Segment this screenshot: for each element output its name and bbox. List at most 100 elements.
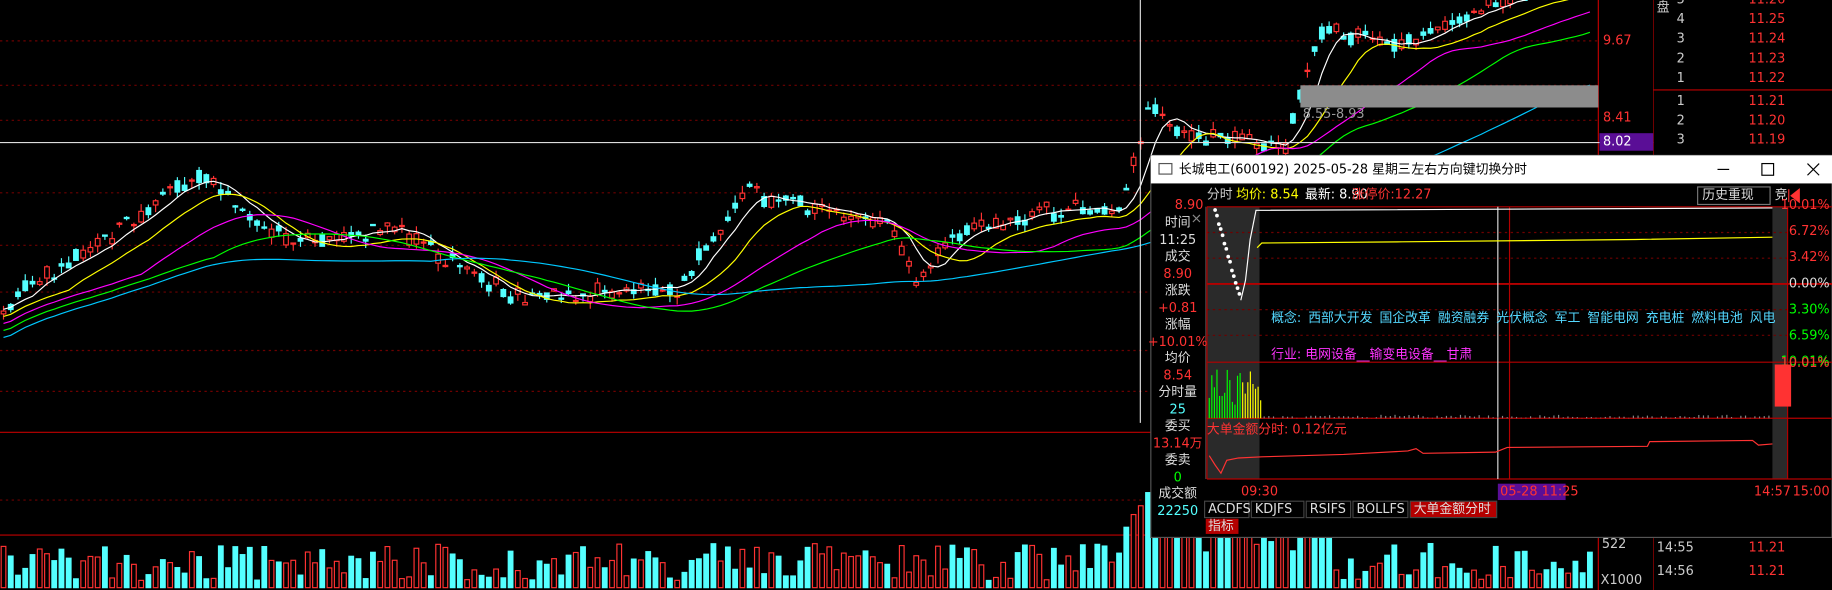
- bid-price: 11.21: [1748, 94, 1785, 109]
- candle-body: [572, 299, 579, 303]
- percent-axis-label: 6.59%: [1789, 328, 1830, 343]
- tab-label: KDJFS: [1255, 502, 1292, 517]
- replay-button[interactable]: [1697, 186, 1771, 206]
- candle-body: [261, 226, 268, 229]
- concept-tag[interactable]: 国企改革: [1379, 309, 1431, 325]
- tab[interactable]: [1409, 500, 1498, 519]
- volume-bar: [1203, 551, 1209, 589]
- volume-bar: [283, 562, 289, 589]
- window-hint: 左右方向键切换分时: [1411, 161, 1527, 177]
- candle-body: [217, 189, 224, 195]
- moving-average: [3, 0, 1569, 317]
- volume-bar: [913, 555, 920, 589]
- volume-bar: [1521, 550, 1528, 589]
- volume-bar: [580, 546, 586, 589]
- volume-bar: [326, 567, 333, 589]
- candle-body: [1174, 126, 1180, 137]
- pre-open-shade: [1206, 206, 1260, 480]
- concept-tag[interactable]: 燃料电池: [1691, 309, 1743, 325]
- volume-bar: [239, 554, 246, 589]
- volume-bar: [1087, 567, 1094, 589]
- volume-bar: [225, 567, 231, 589]
- ask-level: 5: [1677, 0, 1685, 7]
- volume-bar: [1145, 492, 1151, 589]
- candle-body: [145, 207, 152, 216]
- volume-bar: [782, 575, 789, 589]
- moving-average: [3, 11, 1591, 324]
- avg-line: [1256, 236, 1773, 249]
- candle-body: [790, 196, 797, 200]
- volume-bar: [109, 577, 116, 589]
- candle-body: [1326, 26, 1333, 34]
- candle-body: [80, 249, 87, 259]
- tab[interactable]: [1250, 500, 1305, 519]
- concept-tag[interactable]: 融资融券: [1438, 309, 1490, 325]
- candle-body: [1478, 10, 1485, 15]
- volume-bar: [181, 572, 188, 589]
- volume-bar: [1579, 572, 1586, 589]
- volume-bar: [522, 577, 528, 589]
- window-title: 长城电工(600192) 2025-05-28 星期三: [1179, 162, 1411, 177]
- concept-tag[interactable]: 充电桩: [1646, 309, 1685, 325]
- concept-tag[interactable]: 军工: [1555, 310, 1581, 325]
- volume-bar: [341, 572, 347, 589]
- header-limit: 涨停价:12.27: [1352, 187, 1432, 203]
- auction-icon[interactable]: [1788, 188, 1800, 204]
- big-order-label: 大单金额分时: 0.12亿元: [1207, 421, 1347, 437]
- volume-bar: [427, 575, 434, 589]
- concept-tag[interactable]: 西部大开发: [1308, 309, 1372, 325]
- candle-body: [1413, 38, 1419, 46]
- percent-axis-label: 6.72%: [1789, 224, 1830, 239]
- volume-bar: [1376, 562, 1383, 589]
- time-label: 09:30: [1241, 484, 1278, 499]
- candle-body: [167, 186, 174, 189]
- cursor-price: 8.90: [1175, 198, 1204, 213]
- info-value: 11:25: [1159, 233, 1196, 248]
- candle-body: [275, 225, 282, 232]
- concept-tag[interactable]: 风电: [1750, 310, 1776, 325]
- candle-body: [681, 275, 688, 281]
- concept-tag[interactable]: 智能电网: [1587, 310, 1638, 325]
- close-button[interactable]: [1807, 163, 1820, 176]
- volume-bar: [1326, 530, 1333, 589]
- volume-bar: [413, 547, 420, 589]
- volume-bar: [58, 548, 65, 589]
- percent-axis-label: 3.30%: [1789, 302, 1830, 317]
- indicator-button[interactable]: [1205, 518, 1239, 534]
- volume-bar: [44, 553, 50, 589]
- bid-price: 11.19: [1748, 133, 1785, 148]
- volume-bar: [1420, 552, 1427, 589]
- auction-dot: [1226, 254, 1231, 259]
- candle-body: [840, 216, 847, 222]
- info-close[interactable]: [1192, 214, 1201, 223]
- concept-tag[interactable]: 光伏概念: [1496, 309, 1548, 325]
- volume-bar: [442, 546, 449, 589]
- info-label: 委买: [1165, 419, 1191, 434]
- tab[interactable]: [1352, 500, 1409, 519]
- candle-body: [485, 284, 492, 292]
- volume-bar: [145, 574, 152, 589]
- auction-dot: [1224, 246, 1229, 251]
- volume-bar: [572, 551, 579, 589]
- tab[interactable]: [1305, 500, 1352, 519]
- volume-bar: [985, 579, 992, 589]
- candle-body: [246, 213, 253, 221]
- candle-body: [1145, 107, 1151, 110]
- volume-bar: [116, 562, 123, 589]
- volume-bar: [398, 578, 405, 589]
- candle-body: [290, 242, 297, 245]
- volume-bar: [594, 557, 601, 589]
- candle-body: [174, 180, 181, 193]
- candle-body: [1108, 210, 1115, 215]
- candle-body: [464, 266, 471, 270]
- candle-body: [1079, 207, 1086, 215]
- maximize-button[interactable]: [1761, 162, 1775, 176]
- volume-bar: [384, 545, 391, 589]
- volume-bar: [623, 575, 630, 589]
- volume-bar: [174, 567, 181, 589]
- candle-body: [913, 281, 920, 286]
- volume-bar: [1550, 561, 1557, 589]
- tab[interactable]: [1204, 500, 1250, 519]
- volume-bar: [1463, 572, 1470, 589]
- candle-body: [130, 223, 137, 227]
